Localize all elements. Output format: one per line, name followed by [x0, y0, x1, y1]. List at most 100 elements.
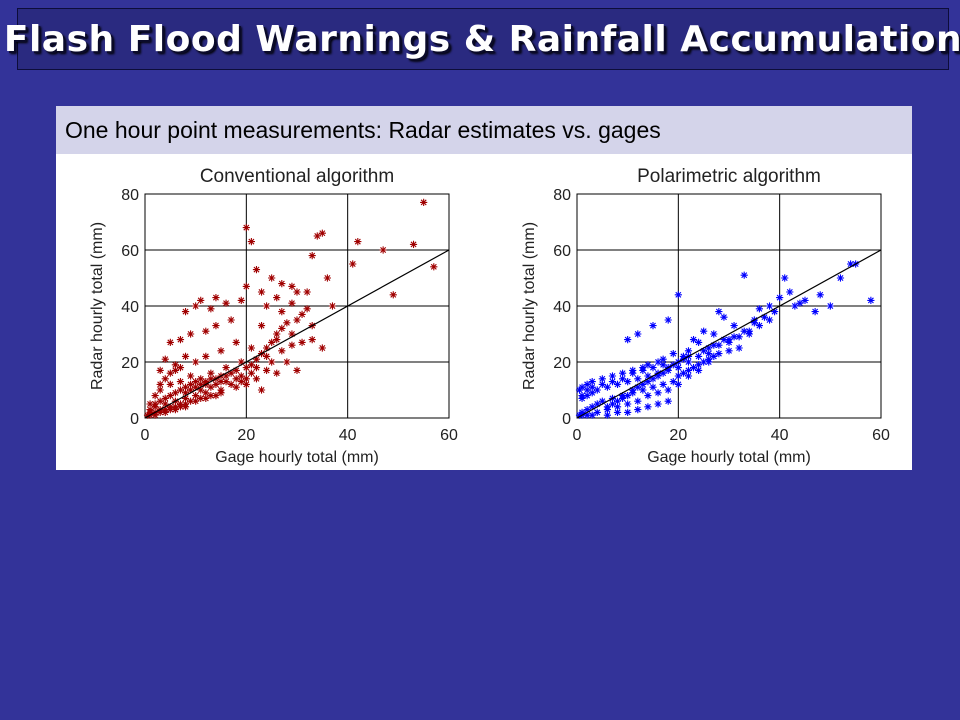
conventional-data-point [263, 344, 271, 352]
polarimetric-data-point [644, 392, 652, 400]
polarimetric-data-point [644, 378, 652, 386]
polarimetric-data-point [578, 383, 586, 391]
conventional-data-point [217, 347, 225, 355]
polarimetric-data-point [654, 358, 662, 366]
polarimetric-data-point [700, 327, 708, 335]
polarimetric-data-point [710, 341, 718, 349]
conventional-y-tick-label: 80 [121, 187, 139, 204]
conventional-data-point [227, 380, 235, 388]
conventional-data-point [161, 400, 169, 408]
polarimetric-data-point [755, 322, 763, 330]
polarimetric-data-point [669, 350, 677, 358]
conventional-data-point [156, 397, 164, 405]
conventional-data-point [197, 386, 205, 394]
conventional-data-point [283, 358, 291, 366]
conventional-data-point [298, 310, 306, 318]
conventional-data-point [187, 372, 195, 380]
polarimetric-y-tick-label: 80 [553, 187, 571, 204]
conventional-data-point [227, 316, 235, 324]
polarimetric-data-point [583, 380, 591, 388]
conventional-data-point [430, 263, 438, 271]
conventional-data-point [247, 361, 255, 369]
polarimetric-data-point [801, 296, 809, 304]
polarimetric-data-point [781, 274, 789, 282]
conventional-data-point [212, 322, 220, 330]
conventional-data-point [202, 352, 210, 360]
conventional-data-point [166, 406, 174, 414]
polarimetric-data-point [588, 378, 596, 386]
conventional-data-point [166, 392, 174, 400]
conventional-data-point [318, 344, 326, 352]
polarimetric-data-point [791, 302, 799, 310]
polarimetric-data-point [634, 397, 642, 405]
polarimetric-data-point [750, 319, 758, 327]
title-bar: Flash Flood Warnings & Rainfall Accumula… [4, 8, 960, 70]
conventional-data-point [192, 383, 200, 391]
polarimetric-data-point [684, 358, 693, 366]
polarimetric-data-point [730, 322, 738, 330]
conventional-data-point [263, 352, 271, 360]
conventional-data-point [217, 389, 225, 397]
conventional-data-point [207, 375, 215, 383]
conventional-y-tick-label: 20 [121, 355, 139, 372]
polarimetric-data-point [659, 355, 667, 363]
polarimetric-data-point [624, 336, 632, 344]
conventional-y-axis-label: Radar hourly total (mm) [89, 222, 106, 390]
polarimetric-data-point [664, 397, 672, 405]
polarimetric-data-point [695, 338, 703, 346]
polarimetric-data-point [847, 260, 855, 268]
conventional-data-point [212, 392, 220, 400]
polarimetric-data-point [745, 327, 753, 335]
conventional-data-point [212, 380, 220, 388]
conventional-data-point [176, 378, 185, 386]
conventional-data-point [227, 369, 235, 377]
polarimetric-data-point [664, 316, 672, 324]
polarimetric-data-point [624, 392, 632, 400]
polarimetric-data-point [654, 389, 662, 397]
polarimetric-data-point [588, 383, 596, 391]
polarimetric-data-point [705, 344, 713, 352]
polarimetric-data-point [619, 394, 627, 402]
polarimetric-data-point [725, 347, 733, 355]
polarimetric-data-point [593, 386, 601, 394]
conventional-data-point [166, 380, 174, 388]
polarimetric-x-tick-label: 40 [771, 427, 789, 444]
polarimetric-data-point [674, 291, 682, 299]
conventional-data-point [222, 372, 230, 380]
conventional-data-point [202, 378, 210, 386]
polarimetric-data-point [740, 271, 748, 279]
polarimetric-data-point [608, 372, 617, 380]
polarimetric-data-point [639, 386, 647, 394]
conventional-data-point [318, 229, 326, 237]
polarimetric-y-tick-label: 60 [553, 243, 571, 260]
polarimetric-data-point [760, 313, 769, 321]
conventional-data-point [252, 355, 261, 363]
conventional-data-point [273, 369, 281, 377]
conventional-data-point [197, 394, 205, 402]
polarimetric-data-point [710, 330, 718, 338]
polarimetric-data-point [674, 364, 682, 372]
conventional-data-point [166, 369, 174, 377]
conventional-data-point [171, 361, 179, 369]
conventional-data-point [288, 299, 296, 307]
conventional-data-point [171, 389, 179, 397]
conventional-data-point [257, 288, 266, 296]
polarimetric-data-point [578, 392, 586, 400]
polarimetric-data-point [684, 372, 693, 380]
polarimetric-data-point [649, 375, 657, 383]
polarimetric-data-point [826, 302, 834, 310]
polarimetric-data-point [730, 333, 738, 341]
conventional-data-point [328, 302, 337, 310]
polarimetric-data-point [705, 350, 713, 358]
polarimetric-data-point [634, 375, 642, 383]
polarimetric-data-point [619, 375, 627, 383]
polarimetric-data-point [624, 408, 632, 416]
conventional-data-point [252, 364, 261, 372]
conventional-data-point [278, 308, 286, 316]
polarimetric-data-point [598, 375, 606, 383]
conventional-data-point [268, 338, 276, 346]
conventional-data-point [146, 406, 154, 414]
polarimetric-data-point [593, 408, 601, 416]
conventional-x-tick-label: 0 [141, 427, 150, 444]
conventional-data-point [247, 238, 255, 246]
